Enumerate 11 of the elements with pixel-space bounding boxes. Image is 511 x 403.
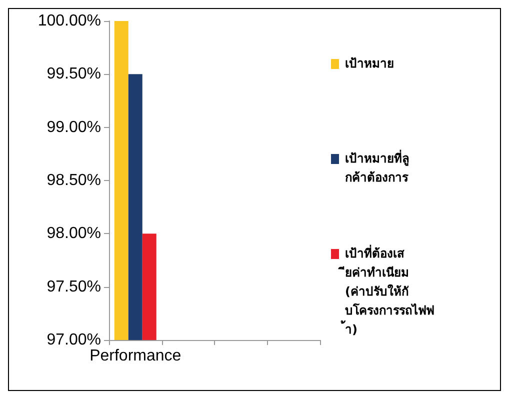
legend-label: เป้าที่ต้องเสียค่าทำเนียม (ค่าปรับให้กับโครงการรถไฟฟ้า) [338, 244, 434, 336]
y-tick-label: 100.00% [38, 12, 101, 30]
y-tick-label: 97.50% [46, 278, 101, 296]
y-tick-label: 99.50% [46, 66, 101, 83]
legend-label: เป้าหมาย [345, 56, 394, 70]
y-tick-label: 98.50% [46, 172, 101, 189]
legend-label: เป้าหมายที่ลูกค้าต้องการ [345, 150, 409, 184]
x-tick-label: Performance [90, 348, 182, 364]
y-tick-label: 97.00% [46, 332, 101, 348]
y-tick-label: 99.00% [46, 118, 101, 136]
y-tick-label: 98.00% [46, 225, 101, 242]
